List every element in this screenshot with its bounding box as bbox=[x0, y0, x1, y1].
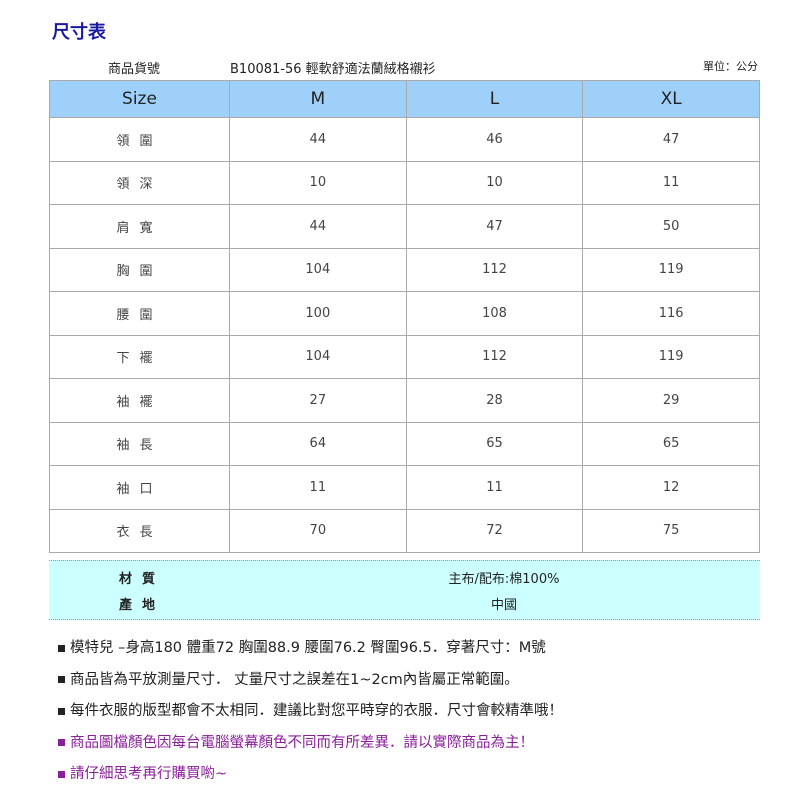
page-title: 尺寸表 bbox=[52, 22, 106, 43]
table-cell: 64 bbox=[229, 421, 407, 466]
unit-label: 單位：公分 bbox=[703, 60, 758, 73]
material-label: 材質 bbox=[119, 572, 166, 587]
column-header: Size bbox=[49, 80, 230, 118]
table-cell: 108 bbox=[405, 291, 584, 336]
bullet-icon bbox=[58, 707, 65, 715]
bullet-icon bbox=[58, 739, 65, 746]
table-cell: 47 bbox=[405, 204, 584, 249]
table-cell: 29 bbox=[582, 378, 760, 423]
table-cell: 11 bbox=[229, 465, 407, 510]
row-label: 領深 bbox=[49, 160, 230, 205]
table-row: 袖襬 27 28 29 bbox=[49, 378, 760, 423]
row-label: 衣長 bbox=[49, 508, 230, 553]
table-cell: 70 bbox=[229, 508, 407, 553]
table-row: 胸圍 104 112 119 bbox=[49, 247, 760, 292]
table-cell: 112 bbox=[405, 334, 584, 379]
material-row: 材質 主布/配布:棉100% bbox=[49, 568, 760, 590]
table-cell: 10 bbox=[229, 160, 407, 205]
origin-label: 產地 bbox=[119, 598, 166, 613]
table-row: 肩寬 44 47 50 bbox=[49, 204, 760, 249]
table-cell: 10 bbox=[405, 160, 584, 205]
row-label: 袖口 bbox=[49, 465, 230, 510]
note-text: 商品圖檔顏色因每台電腦螢幕顏色不同而有所差異．請以實際商品為主！ bbox=[70, 734, 534, 751]
note-item: 商品皆為平放測量尺寸． 丈量尺寸之誤差在1~2cm內皆屬正常範圍。 bbox=[58, 668, 563, 700]
table-cell: 72 bbox=[405, 508, 584, 553]
table-cell: 65 bbox=[582, 421, 760, 466]
note-text: 每件衣服的版型都會不太相同．建議比對您平時穿的衣服．尺寸會較精準哦！ bbox=[70, 703, 563, 719]
note-item: 模特兒 –身高180 體重72 胸圍88.9 腰圍76.2 臀圍96.5．穿著尺… bbox=[58, 636, 563, 668]
table-cell: 112 bbox=[405, 247, 584, 292]
table-cell: 11 bbox=[405, 465, 584, 510]
table-row: 袖口 11 11 12 bbox=[49, 465, 760, 510]
row-label: 腰圍 bbox=[49, 291, 230, 336]
row-label: 肩寬 bbox=[49, 204, 230, 249]
material-section: 材質 主布/配布:棉100% 產地 中國 bbox=[49, 560, 760, 620]
table-cell: 104 bbox=[229, 334, 407, 379]
table-cell: 65 bbox=[405, 421, 584, 466]
note-item: 每件衣服的版型都會不太相同．建議比對您平時穿的衣服．尺寸會較精準哦！ bbox=[58, 699, 563, 731]
table-row: 領圍 44 46 47 bbox=[49, 117, 760, 162]
notes-list: 模特兒 –身高180 體重72 胸圍88.9 腰圍76.2 臀圍96.5．穿著尺… bbox=[58, 636, 563, 794]
table-cell: 44 bbox=[229, 204, 407, 249]
table-row: 袖長 64 65 65 bbox=[49, 421, 760, 466]
table-cell: 11 bbox=[582, 160, 760, 205]
bullet-icon bbox=[58, 770, 65, 778]
table-cell: 75 bbox=[582, 508, 760, 553]
row-label: 胸圍 bbox=[49, 247, 230, 292]
table-cell: 27 bbox=[229, 378, 407, 423]
table-cell: 46 bbox=[405, 117, 584, 162]
table-cell: 28 bbox=[405, 378, 584, 423]
row-label: 袖長 bbox=[49, 421, 230, 466]
note-text: 商品皆為平放測量尺寸． 丈量尺寸之誤差在1~2cm內皆屬正常範圍。 bbox=[70, 671, 519, 688]
table-row: 腰圍 100 108 116 bbox=[49, 291, 760, 336]
table-cell: 12 bbox=[582, 465, 760, 510]
table-cell: 104 bbox=[229, 247, 407, 292]
note-item: 商品圖檔顏色因每台電腦螢幕顏色不同而有所差異．請以實際商品為主！ bbox=[58, 731, 563, 763]
note-item: 請仔細思考再行購買喲~ bbox=[58, 762, 563, 794]
note-text: 模特兒 –身高180 體重72 胸圍88.9 腰圍76.2 臀圍96.5．穿著尺… bbox=[70, 640, 546, 656]
table-cell: 116 bbox=[582, 291, 760, 336]
product-label: 商品貨號 bbox=[108, 62, 161, 77]
table-cell: 119 bbox=[582, 334, 760, 379]
note-text: 請仔細思考再行購買喲~ bbox=[70, 766, 228, 782]
row-label: 袖襬 bbox=[49, 378, 230, 423]
column-header: M bbox=[229, 80, 407, 118]
table-cell: 44 bbox=[229, 117, 407, 162]
material-value: 主布/配布:棉100% bbox=[448, 572, 560, 587]
table-cell: 50 bbox=[582, 204, 760, 249]
bullet-icon bbox=[58, 676, 65, 683]
table-row: 衣長 70 72 75 bbox=[49, 508, 760, 553]
origin-row: 產地 中國 bbox=[49, 594, 760, 616]
table-row: 下襬 104 112 119 bbox=[49, 334, 760, 379]
table-cell: 100 bbox=[229, 291, 407, 336]
product-name: B10081-56 輕軟舒適法蘭絨格襯衫 bbox=[230, 62, 436, 77]
bullet-icon bbox=[58, 644, 65, 652]
table-cell: 119 bbox=[582, 247, 760, 292]
row-label: 領圍 bbox=[49, 117, 230, 162]
column-header: XL bbox=[582, 80, 760, 118]
row-label: 下襬 bbox=[49, 334, 230, 379]
table-row: 領深 10 10 11 bbox=[49, 160, 760, 205]
table-cell: 47 bbox=[582, 117, 760, 162]
size-table: Size M L XL 領圍 44 46 47 領深 10 10 11 肩寬 44 47 50 胸圍 104 11… bbox=[49, 80, 760, 553]
column-header: L bbox=[405, 80, 584, 118]
origin-value: 中國 bbox=[490, 598, 517, 613]
